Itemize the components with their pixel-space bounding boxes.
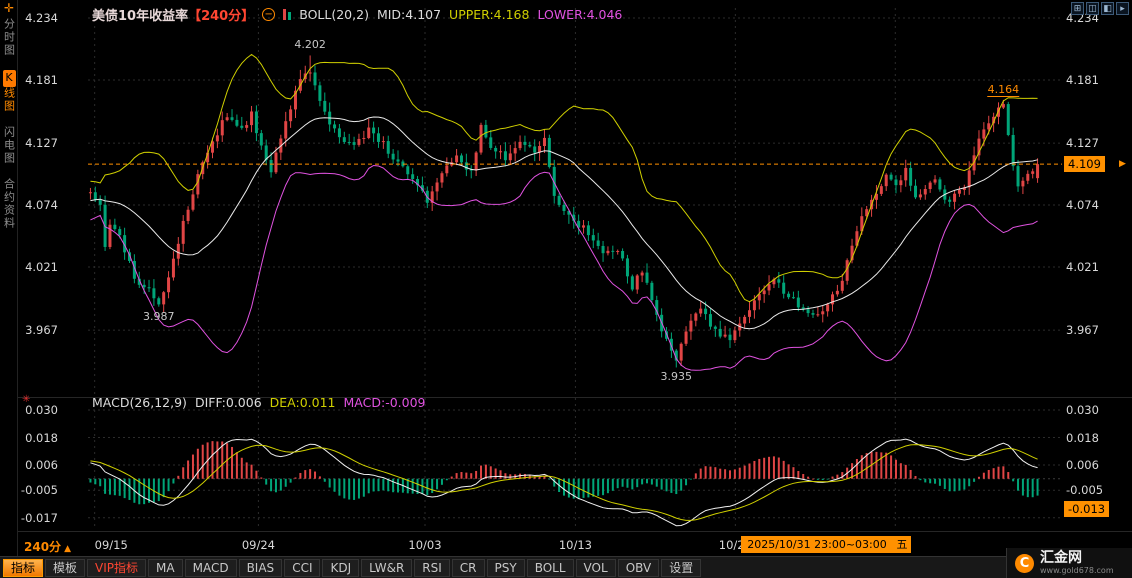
toolbar-item-ma[interactable]: MA [148, 558, 183, 577]
pane-marker-icon[interactable]: ✳ [22, 394, 31, 405]
left-sidebar: 分时图 K线图闪电图合约资料 [0, 0, 18, 556]
toolbar-item-vol[interactable]: VOL [575, 558, 616, 577]
chart-window-icon[interactable]: ◫ [1086, 2, 1099, 15]
indicator-toolbar: 指标 模板 VIP指标 MA MACD BIAS CCI KDJ LW&R RSI CR PSY BOL… [0, 556, 1132, 578]
toolbar-item-kdj[interactable]: KDJ [322, 558, 360, 577]
toolbar-item-lwr[interactable]: LW&R [361, 558, 413, 577]
timeframe-button[interactable]: 240分 ▲ [24, 538, 71, 555]
toolbar-item-cci[interactable]: CCI [284, 558, 321, 577]
x-axis-tick: 09/15 [94, 538, 128, 552]
toolbar-item-[interactable]: 设置 [661, 558, 702, 577]
huijin-logo-icon: Ϲ [1015, 553, 1034, 573]
candles-layer [88, 55, 1040, 368]
x-axis-tick: 09/24 [241, 538, 275, 552]
collapse-right-icon[interactable]: ▸ [1116, 2, 1129, 15]
window-control-icons: ⊞ ◫ ◧ ▸ [1071, 2, 1129, 15]
collapse-indicator-button[interactable]: − [262, 8, 276, 21]
chart-window2-icon[interactable]: ◧ [1101, 2, 1114, 15]
crosshair-icon[interactable]: ✛ [4, 1, 15, 15]
arrow-up-icon: ▲ [64, 544, 71, 554]
toolbar-item-[interactable]: 模板 [45, 558, 86, 577]
toolbar-item-boll[interactable]: BOLL [526, 558, 574, 577]
window-tile-icon[interactable]: ⊞ [1071, 2, 1084, 15]
toolbar-item-vip[interactable]: VIP指标 [87, 558, 147, 577]
brand-watermark: Ϲ 汇金网 www.gold678.com [1006, 548, 1132, 578]
x-axis-row: 240分 ▲ 2025/10/31 23:00~03:00 五 09/15 09/2… [0, 534, 1132, 556]
weekday-tooltip: 五 [893, 536, 911, 553]
k-badge: K [2, 70, 16, 87]
toolbar-item-bias[interactable]: BIAS [238, 558, 283, 577]
toolbar-item-rsi[interactable]: RSI [414, 558, 450, 577]
brand-name: 汇金网 [1040, 550, 1082, 566]
toolbar-item-obv[interactable]: OBV [617, 558, 660, 577]
brand-url: www.gold678.com [1040, 566, 1114, 575]
toolbar-item-psy[interactable]: PSY [486, 558, 525, 577]
timeframe-button-label: 240分 [24, 540, 62, 554]
x-axis-tick: 10/03 [408, 538, 442, 552]
x-axis-tick: 10/13 [558, 538, 592, 552]
sidebar-item-kline-chart[interactable]: K线图 [2, 70, 16, 113]
sidebar-item-flash-chart[interactable]: 闪电图 [2, 126, 16, 165]
sidebar-item-time-chart[interactable]: 分时图 [2, 18, 16, 57]
toolbar-item-cr[interactable]: CR [451, 558, 485, 577]
toolbar-item-[interactable]: 指标 [3, 558, 44, 577]
sidebar-item-contract-info[interactable]: 合约资料 [2, 178, 16, 230]
bar-time-tooltip: 2025/10/31 23:00~03:00 [741, 536, 893, 553]
toolbar-item-macd[interactable]: MACD [184, 558, 237, 577]
macd-layer [89, 441, 1039, 505]
